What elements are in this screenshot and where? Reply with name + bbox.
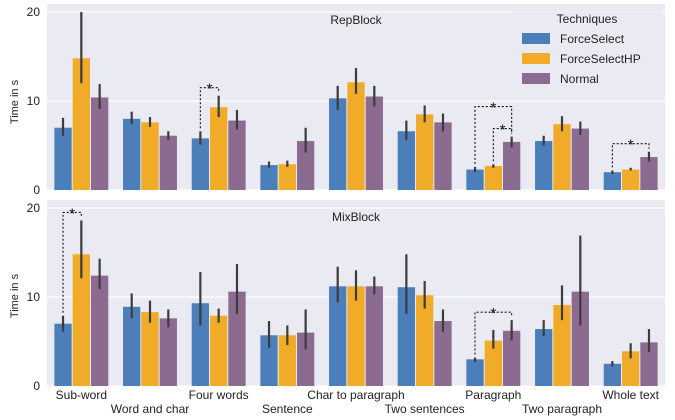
- repblock-bar-forceselecthp: [72, 58, 90, 190]
- repblock-y-tick-label: 20: [27, 5, 41, 19]
- chart-panels: 01020RepBlock****01020MixBlock**Techniqu…: [27, 4, 665, 393]
- mixblock-bar-forceselect: [191, 303, 210, 386]
- mixblock-bar-forceselect: [466, 359, 484, 386]
- mixblock-bar-normal: [228, 291, 246, 386]
- mixblock-bar-forceselect: [535, 329, 553, 386]
- legend-title: Techniques: [557, 12, 618, 26]
- mixblock-bar-normal: [90, 275, 109, 386]
- repblock-bar-normal: [159, 135, 177, 190]
- mixblock-bar-normal: [640, 342, 658, 386]
- repblock-bar-forceselect: [260, 165, 278, 190]
- repblock-bar-normal: [434, 122, 452, 190]
- repblock-bar-forceselecthp: [622, 169, 640, 190]
- repblock-bar-forceselect: [54, 127, 72, 190]
- repblock-bar-forceselecthp: [278, 164, 296, 190]
- mixblock-bar-normal: [571, 291, 589, 386]
- repblock-bar-forceselecthp: [416, 114, 434, 190]
- mixblock-bar-forceselect: [260, 335, 278, 386]
- mixblock-bar-forceselecthp: [553, 305, 571, 386]
- x-tick-label-two-paragraph: Two paragraph: [522, 402, 602, 416]
- repblock-bar-forceselecthp: [484, 165, 502, 190]
- mixblock-y-tick-label: 20: [27, 201, 41, 215]
- x-tick-label-whole-text: Whole text: [602, 388, 659, 402]
- x-tick-label-two-sentences: Two sentences: [385, 402, 465, 416]
- repblock-bar-forceselect: [329, 98, 347, 190]
- legend: Techniques ForceSelect ForceSelectHP Normal: [512, 6, 662, 97]
- legend-label-forceselect: ForceSelect: [560, 32, 625, 46]
- repblock-significance-bracket: [492, 128, 513, 162]
- mixblock-bar-normal: [296, 332, 315, 386]
- x-tick-label-four-words: Four words: [189, 388, 249, 402]
- mixblock-bar-forceselecthp: [347, 286, 365, 386]
- mixblock-bar-forceselecthp: [141, 312, 159, 386]
- repblock-bar-normal: [640, 157, 658, 190]
- mixblock-significance-bracket: [62, 211, 82, 313]
- legend-swatch-forceselecthp: [522, 53, 550, 64]
- mixblock-bar-forceselecthp: [484, 340, 502, 386]
- mixblock-y-tick-label: 0: [33, 379, 40, 393]
- repblock-significance-bracket: [199, 87, 220, 129]
- repblock-bar-normal: [502, 141, 521, 190]
- repblock-bar-normal: [571, 128, 589, 190]
- mixblock-panel: 0 10 20 MixBlock * *: [27, 200, 665, 393]
- y-axis-label-top: Time in s: [9, 79, 21, 124]
- legend-label-normal: Normal: [560, 72, 599, 86]
- mixblock-y-tick-label: 10: [27, 290, 41, 304]
- mixblock-bar-forceselecthp: [72, 254, 90, 386]
- repblock-bar-forceselecthp: [141, 122, 159, 190]
- repblock-bar-forceselect: [397, 131, 416, 190]
- repblock-bar-normal: [90, 97, 109, 190]
- y-axis-label-bottom: Time in s: [9, 273, 21, 318]
- mixblock-bar-forceselecthp: [416, 295, 434, 386]
- repblock-bar-forceselect: [535, 141, 553, 190]
- mixblock-significance-star: *: [69, 205, 75, 222]
- legend-swatch-forceselect: [522, 33, 550, 44]
- repblock-y-tick-label: 0: [33, 183, 40, 197]
- repblock-y-tick-label: 10: [27, 94, 41, 108]
- mixblock-bar-forceselecthp: [210, 315, 228, 386]
- repblock-significance-star: *: [490, 100, 496, 117]
- x-tick-label-char-to-paragraph: Char to paragraph: [307, 388, 404, 402]
- mixblock-significance-star: *: [490, 305, 496, 322]
- repblock-title: RepBlock: [330, 13, 382, 27]
- repblock-bar-forceselecthp: [210, 107, 228, 190]
- repblock-bar-normal: [296, 141, 315, 190]
- repblock-significance-star: *: [500, 122, 506, 139]
- x-tick-label-paragraph: Paragraph: [465, 388, 521, 402]
- repblock-bar-forceselect: [123, 118, 141, 190]
- repblock-bar-forceselect: [603, 172, 622, 190]
- mixblock-bar-normal: [502, 330, 521, 386]
- repblock-significance-bracket: [474, 106, 513, 164]
- x-tick-label-sub-word: Sub-word: [56, 388, 107, 402]
- mixblock-bar-forceselect: [54, 323, 72, 386]
- repblock-significance-star: *: [207, 81, 213, 98]
- mixblock-bar-normal: [365, 286, 383, 386]
- repblock-bar-normal: [365, 96, 383, 190]
- legend-label-forceselecthp: ForceSelectHP: [560, 52, 641, 66]
- mixblock-bar-normal: [434, 321, 452, 386]
- mixblock-bar-forceselecthp: [622, 351, 640, 386]
- x-tick-label-sentence: Sentence: [262, 402, 313, 416]
- repblock-bar-forceselect: [466, 169, 484, 190]
- mixblock-bar-normal: [159, 318, 177, 386]
- repblock-bar-forceselecthp: [553, 124, 571, 190]
- mixblock-bar-forceselect: [603, 363, 622, 386]
- x-tick-label-word-and-char: Word and char: [111, 402, 190, 416]
- mixblock-significance-bracket: [474, 311, 513, 355]
- repblock-bar-normal: [228, 120, 246, 190]
- repblock-bar-forceselecthp: [347, 82, 365, 190]
- mixblock-title: MixBlock: [332, 210, 381, 224]
- legend-swatch-normal: [522, 73, 550, 84]
- mixblock-bar-forceselect: [329, 286, 347, 386]
- repblock-significance-star: *: [628, 137, 634, 154]
- repblock-bar-forceselect: [191, 138, 210, 190]
- mixblock-bar-forceselect: [123, 306, 141, 386]
- mixblock-bar-forceselect: [397, 287, 416, 386]
- mixblock-bar-forceselecthp: [278, 335, 296, 386]
